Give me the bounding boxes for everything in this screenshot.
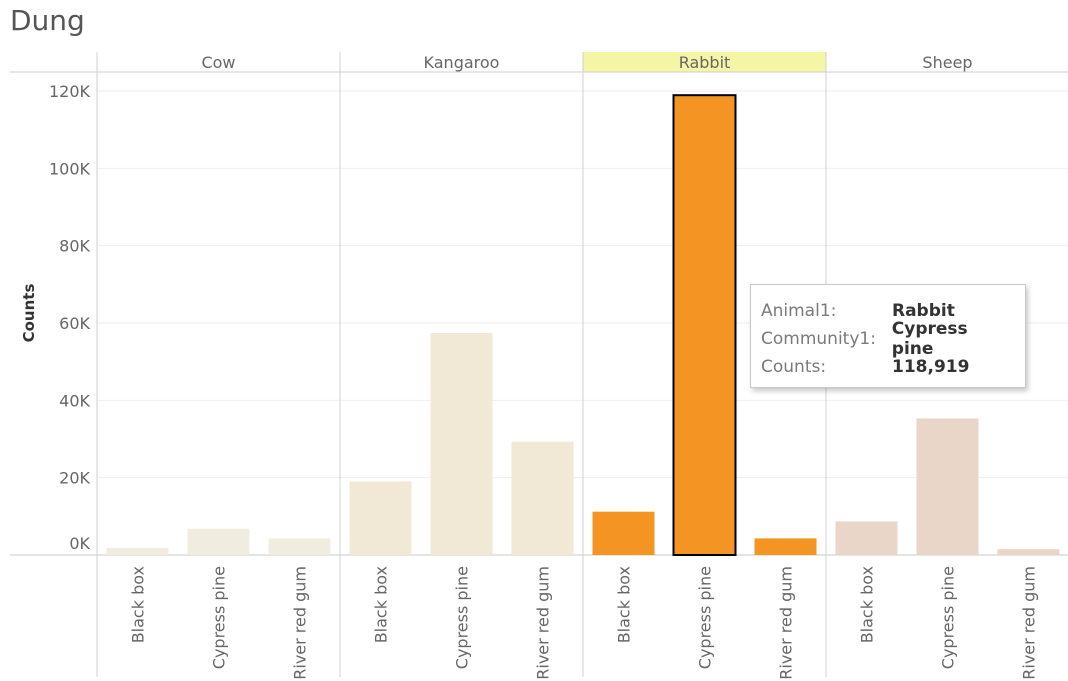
tooltip-key: Community1: [761,329,876,349]
y-axis-title: Counts [20,284,38,343]
panel-header-cow: Cow [201,53,235,72]
tooltip-value: 118,919 [892,357,970,377]
bar [106,548,169,555]
x-tick-label: Cypress pine [210,566,229,669]
panel-header-highlight [583,52,826,72]
x-tick-label: River red gum [291,566,310,680]
bar [997,549,1060,555]
bar [835,521,898,555]
tooltip: Animal1: Rabbit Community1: Cypress pine… [750,284,1026,388]
x-tick-label: River red gum [1020,566,1039,680]
y-tick-label: 40K [59,391,90,410]
tooltip-value: Rabbit [892,301,955,321]
tooltip-row-community: Community1: Cypress pine [761,319,1015,359]
x-tick-label: River red gum [777,566,796,680]
bar [430,333,493,555]
sheet-title: Dung [10,4,85,37]
tooltip-key: Counts: [761,357,827,377]
bar [187,528,250,555]
panel-header-sheep: Sheep [922,53,972,72]
tooltip-value: Cypress pine [891,319,968,359]
bar [592,511,655,555]
x-tick-label: Cypress pine [453,566,472,669]
bar [754,538,817,555]
x-tick-label: River red gum [534,566,553,680]
bar [916,418,979,555]
y-tick-label: 100K [49,159,91,178]
x-tick-label: Cypress pine [939,566,958,669]
x-tick-label: Black box [372,566,391,643]
tooltip-row-animal: Animal1: Rabbit [761,297,1015,325]
tooltip-key: Animal1: [761,301,837,321]
y-tick-label: 60K [59,314,90,333]
bar [511,441,574,555]
x-tick-label: Black box [129,566,148,643]
y-tick-label: 20K [59,469,90,488]
bar [268,538,331,555]
x-tick-label: Cypress pine [696,566,715,669]
bar-selected [672,94,737,556]
bar [349,481,412,555]
panel-header-rabbit: Rabbit [679,53,731,72]
y-tick-label: 80K [59,237,90,256]
x-tick-label: Black box [615,566,634,643]
y-tick-label: 120K [49,82,91,101]
y-tick-label: 0K [69,534,90,553]
panel-header-kangaroo: Kangaroo [424,53,500,72]
tooltip-row-counts: Counts: 118,919 [761,353,1015,381]
x-tick-label: Black box [858,566,877,643]
